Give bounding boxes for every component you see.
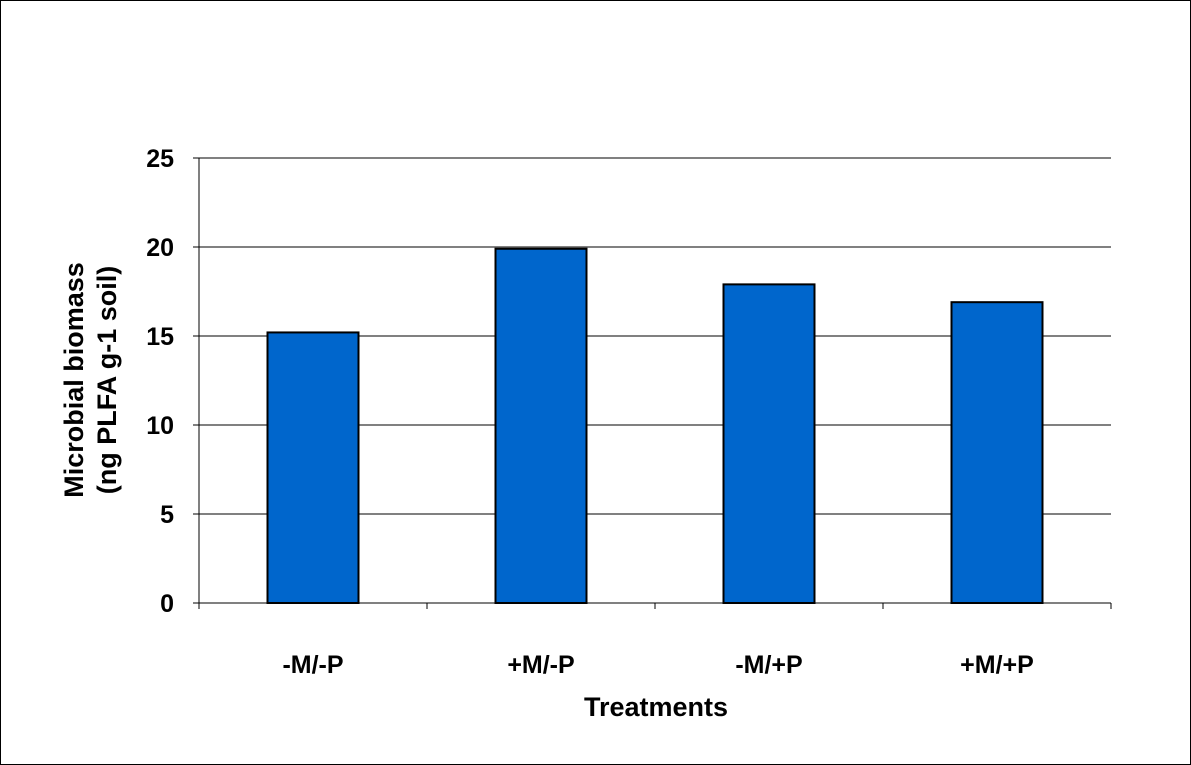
y-tick-label: 10 (146, 412, 174, 440)
bar-3 (722, 283, 816, 604)
x-tick-label: -M/-P (282, 651, 343, 679)
bar-2 (494, 247, 588, 604)
axes (198, 158, 1112, 609)
x-tick-label: +M/+P (960, 651, 1034, 679)
y-axis-title: Microbial biomass (ng PLFA g-1 soil) (59, 262, 122, 498)
y-tick-label: 0 (160, 590, 174, 618)
y-tick-label: 15 (146, 323, 174, 351)
bars (266, 247, 1044, 604)
x-tick-label: -M/+P (735, 651, 802, 679)
x-tick-labels: -M/-P +M/-P -M/+P +M/+P (282, 651, 1033, 679)
y-tick-label: 20 (146, 234, 174, 262)
bar-4 (950, 301, 1044, 604)
x-axis-title: Treatments (584, 692, 728, 722)
bar-1 (266, 331, 360, 604)
y-tick-labels: 0 5 10 15 20 25 (146, 145, 174, 618)
y-axis-title-line1: Microbial biomass (59, 262, 89, 498)
y-tick-label: 25 (146, 145, 174, 173)
x-tick-label: +M/-P (507, 651, 574, 679)
y-tick-label: 5 (160, 501, 174, 529)
y-axis-title-line2: (ng PLFA g-1 soil) (92, 266, 122, 495)
